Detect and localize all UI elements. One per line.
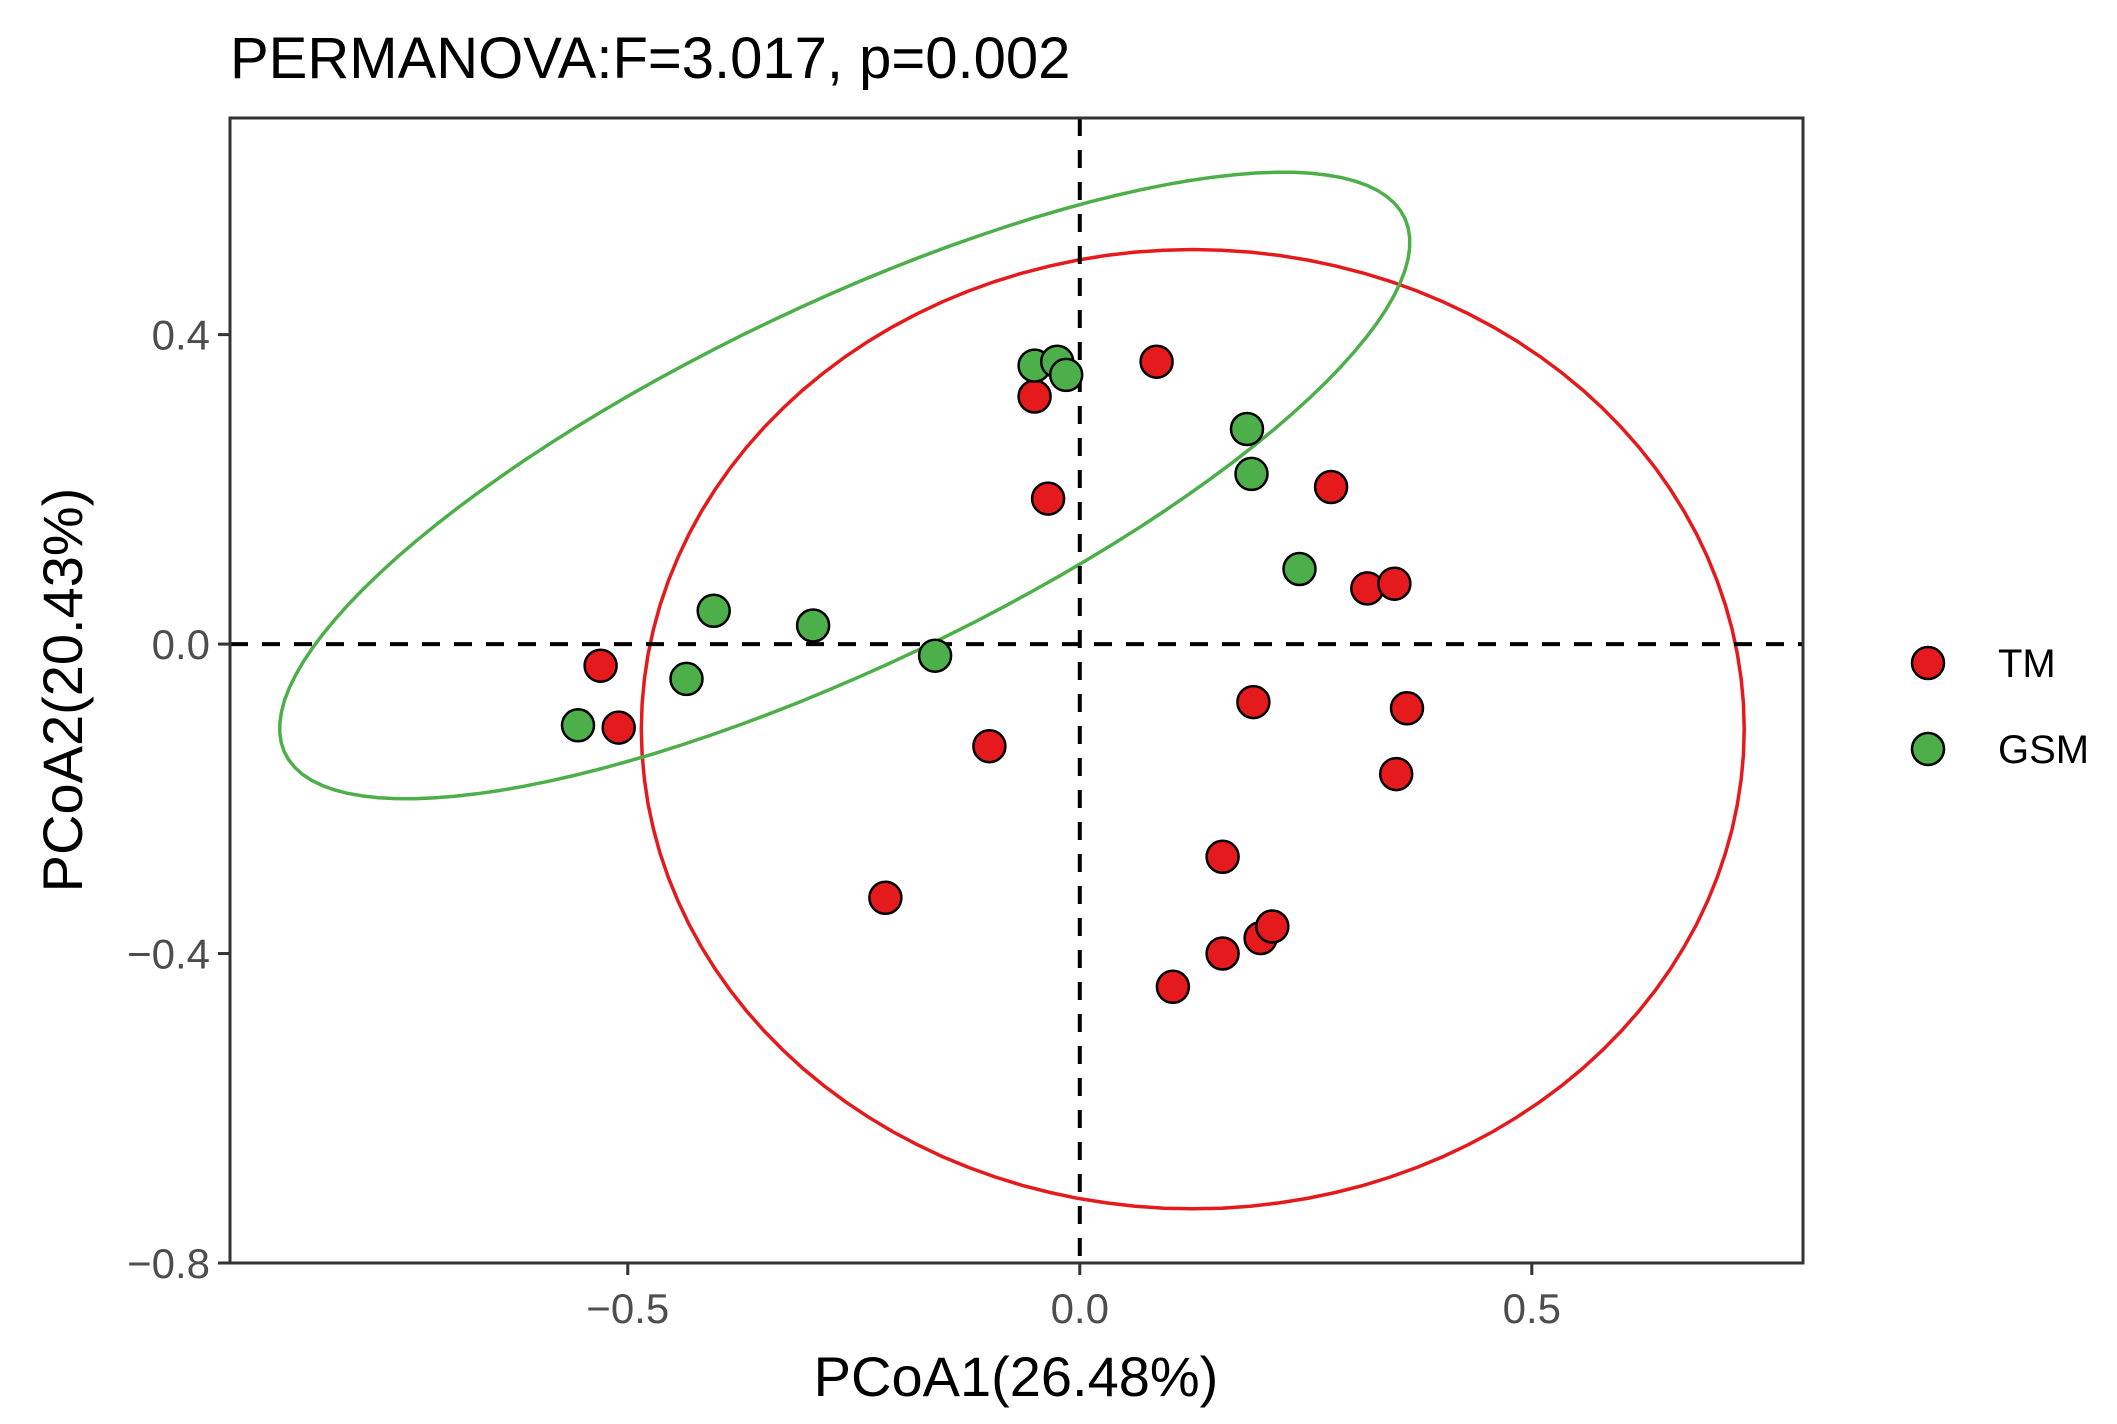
point-tm [1205, 936, 1240, 971]
x-tick-label: 0.5 [1503, 1285, 1561, 1332]
y-tick-label: 0.4 [152, 312, 210, 359]
point-gsm [1048, 357, 1084, 393]
x-tick-label: 0.0 [1051, 1285, 1109, 1332]
point-gsm [560, 708, 596, 743]
point-tm [1255, 909, 1290, 944]
y-tick-label: −0.8 [127, 1240, 210, 1287]
point-tm [1236, 684, 1271, 720]
ellipse-tm [639, 247, 1746, 1211]
legend: TM GSM [1910, 642, 2089, 772]
point-tm [1313, 469, 1349, 505]
point-gsm [1229, 411, 1265, 447]
legend-label-tm: TM [1998, 642, 2056, 686]
legend-key-tm [1910, 645, 1946, 681]
ellipse-gsm [278, 170, 1412, 801]
point-tm [1139, 344, 1174, 379]
point-tm [601, 710, 636, 745]
point-tm [1017, 379, 1052, 414]
reference-lines [230, 118, 1803, 1263]
point-tm [1389, 691, 1425, 726]
point-tm [583, 648, 618, 683]
point-tm [868, 880, 903, 916]
point-gsm [917, 638, 953, 673]
legend-label-gsm: GSM [1998, 728, 2089, 772]
point-tm [1030, 481, 1066, 516]
point-gsm [696, 593, 731, 629]
point-gsm [1282, 551, 1317, 587]
point-tm [1205, 839, 1240, 875]
scatter-points [560, 344, 1425, 1005]
point-gsm [1234, 456, 1269, 492]
point-gsm [795, 608, 831, 643]
x-axis-title: PCoA1(26.48%) [814, 1345, 1219, 1408]
y-axis-title: PCoA2(20.43%) [31, 488, 94, 893]
chart-title: PERMANOVA:F=3.017, p=0.002 [230, 26, 1070, 91]
y-tick-label: 0.0 [152, 621, 210, 668]
x-axis-ticks: −0.5 0.0 0.5 [586, 1263, 1561, 1332]
point-gsm [669, 661, 704, 697]
point-tm [1155, 969, 1191, 1005]
y-axis-ticks: −0.8 −0.4 0.0 0.4 [127, 312, 230, 1287]
point-tm [972, 728, 1007, 764]
confidence-ellipses [278, 170, 1746, 1211]
point-tm [1377, 566, 1412, 601]
y-tick-label: −0.4 [127, 931, 210, 978]
x-tick-label: −0.5 [586, 1285, 669, 1332]
point-tm [1378, 756, 1414, 792]
legend-key-gsm [1910, 731, 1946, 767]
plot-panel-border [228, 116, 1805, 1265]
